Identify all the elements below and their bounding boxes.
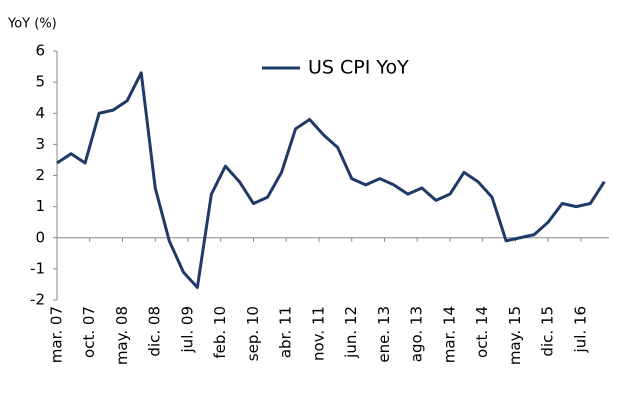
x-tick-label: may. 15 <box>506 306 524 365</box>
y-tick-label: 1 <box>35 197 45 215</box>
x-tick-label: ago. 13 <box>408 306 426 362</box>
y-tick-label: 5 <box>35 73 45 91</box>
x-tick-label: mar. 14 <box>440 306 458 363</box>
y-tick-label: 3 <box>35 135 45 153</box>
y-axis-label: YoY (%) <box>7 17 57 32</box>
x-tick-label: mar. 07 <box>48 306 66 363</box>
y-tick-label: -1 <box>30 259 45 277</box>
x-tick-label: jul. 09 <box>178 306 196 353</box>
x-tick-label: jun. 12 <box>342 306 360 359</box>
x-tick-label: abr. 11 <box>277 306 295 358</box>
y-tick-label: -2 <box>30 291 45 309</box>
y-tick-label: 6 <box>35 42 45 60</box>
x-tick-label: dic. 15 <box>539 306 557 357</box>
x-tick-label: dic. 08 <box>146 306 164 357</box>
x-tick-label: oct. 07 <box>80 306 98 358</box>
y-tick-label: 4 <box>35 104 45 122</box>
x-tick-label: sep. 10 <box>244 306 262 361</box>
x-tick-label: nov. 11 <box>309 306 327 361</box>
y-tick-label: 2 <box>35 166 45 184</box>
legend-label: US CPI YoY <box>308 57 409 79</box>
series-line <box>56 71 606 290</box>
x-tick-label: may. 08 <box>113 306 131 365</box>
x-tick-label: feb. 10 <box>211 306 229 359</box>
y-tick-label: 0 <box>35 228 45 246</box>
x-tick-label: jul. 16 <box>571 306 589 353</box>
x-tick-label: ene. 13 <box>375 306 393 363</box>
x-tick-label: oct. 14 <box>473 306 491 358</box>
